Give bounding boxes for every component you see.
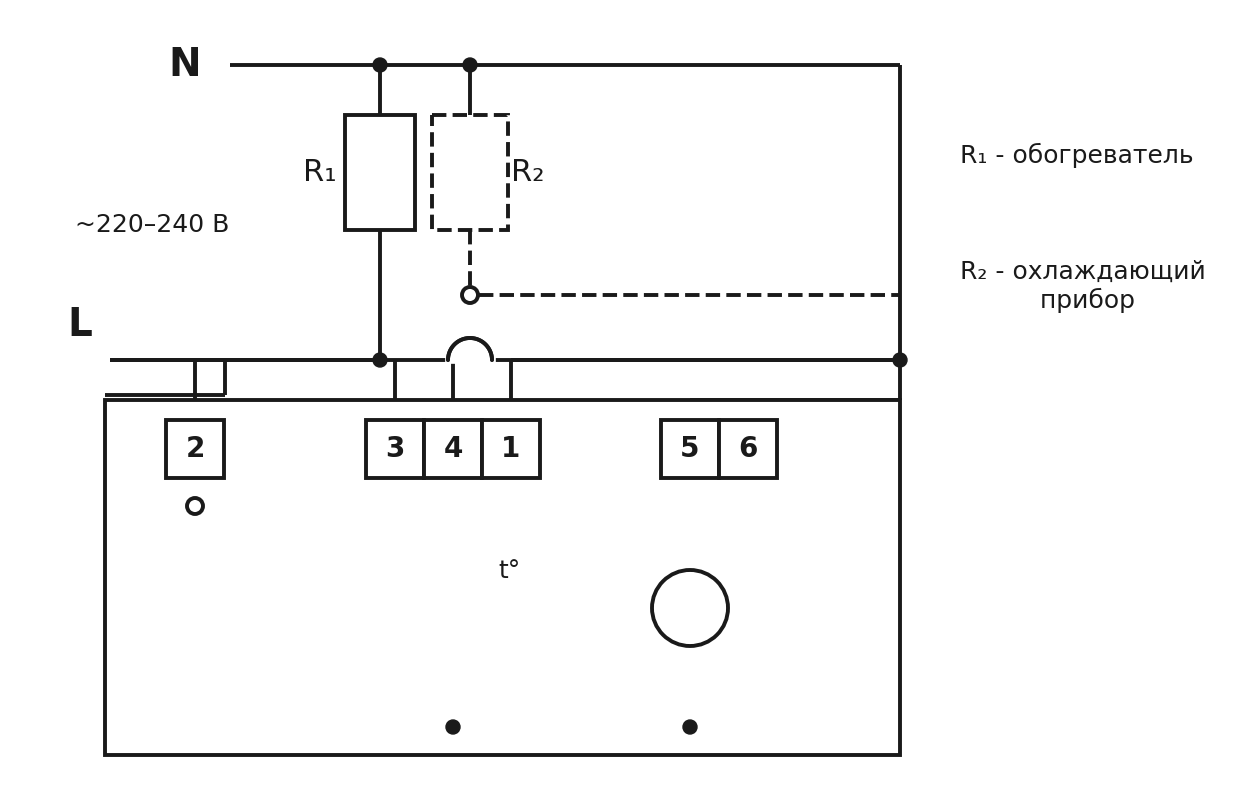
Text: L: L bbox=[67, 306, 92, 344]
Text: R₁: R₁ bbox=[304, 158, 337, 186]
Text: ~220–240 В: ~220–240 В bbox=[75, 213, 230, 237]
Text: R₂ - охлаждающий
          прибор: R₂ - охлаждающий прибор bbox=[960, 260, 1205, 313]
Text: t°: t° bbox=[498, 559, 521, 583]
Circle shape bbox=[446, 720, 460, 734]
Text: 6: 6 bbox=[738, 435, 758, 463]
Text: 4: 4 bbox=[443, 435, 462, 463]
Circle shape bbox=[683, 720, 697, 734]
Text: 3: 3 bbox=[385, 435, 405, 463]
Bar bbox=[423, 420, 482, 478]
Bar bbox=[661, 420, 719, 478]
Bar bbox=[482, 420, 540, 478]
Text: R₂: R₂ bbox=[511, 158, 545, 186]
Bar bbox=[719, 420, 777, 478]
Circle shape bbox=[893, 353, 907, 367]
Bar bbox=[432, 115, 508, 230]
Text: 2: 2 bbox=[185, 435, 205, 463]
Text: 1: 1 bbox=[501, 435, 521, 463]
Text: N: N bbox=[169, 46, 201, 84]
Circle shape bbox=[463, 58, 477, 72]
Circle shape bbox=[373, 353, 387, 367]
Text: 5: 5 bbox=[681, 435, 699, 463]
Bar bbox=[166, 420, 224, 478]
Bar bbox=[345, 115, 415, 230]
Text: R₁ - обогреватель: R₁ - обогреватель bbox=[960, 143, 1194, 167]
Bar bbox=[105, 400, 901, 755]
Circle shape bbox=[373, 58, 387, 72]
Bar bbox=[366, 420, 423, 478]
